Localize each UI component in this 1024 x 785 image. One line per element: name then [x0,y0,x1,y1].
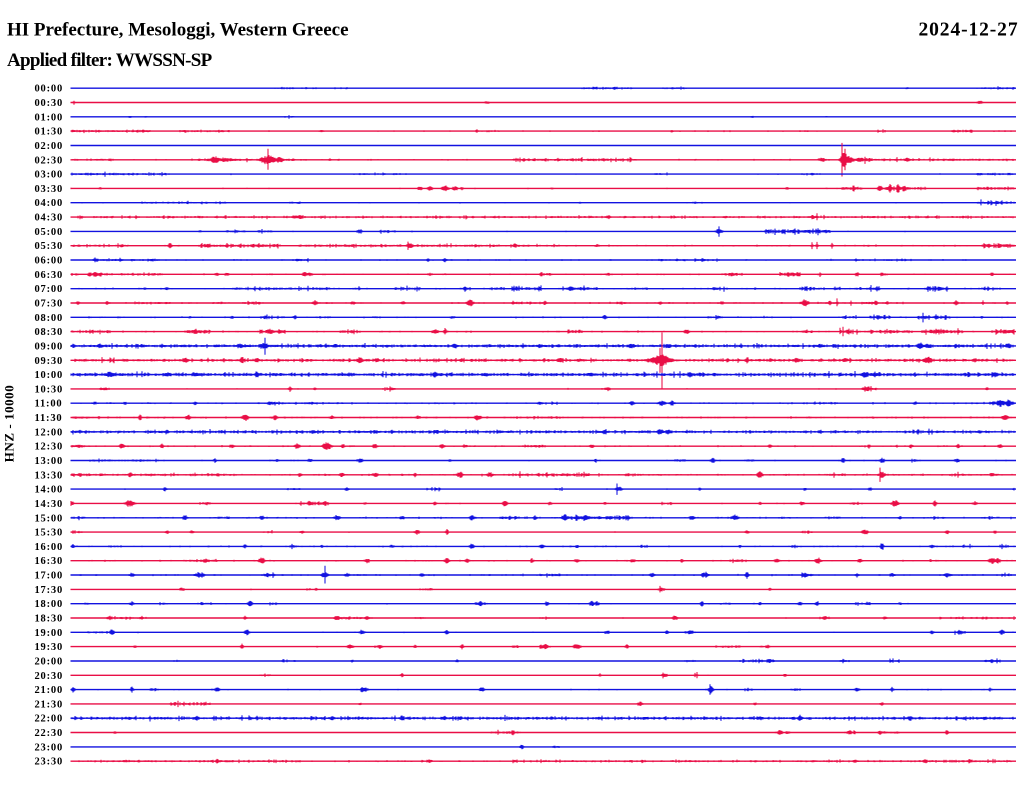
svg-text:16:30: 16:30 [35,556,64,567]
svg-text:02:00: 02:00 [35,141,64,152]
svg-text:07:30: 07:30 [35,299,64,310]
svg-text:11:00: 11:00 [35,399,63,410]
svg-text:19:30: 19:30 [35,642,64,653]
svg-text:21:30: 21:30 [35,699,64,710]
svg-text:12:00: 12:00 [35,427,64,438]
svg-text:04:30: 04:30 [35,213,64,224]
svg-text:23:30: 23:30 [35,757,64,768]
svg-text:13:00: 13:00 [35,456,64,467]
svg-text:10:00: 10:00 [35,370,64,381]
svg-text:14:00: 14:00 [35,485,64,496]
svg-text:05:30: 05:30 [35,241,64,252]
svg-text:14:30: 14:30 [35,499,64,510]
svg-text:09:00: 09:00 [35,341,64,352]
svg-text:08:30: 08:30 [35,327,64,338]
svg-text:15:00: 15:00 [35,513,64,524]
svg-text:09:30: 09:30 [35,356,64,367]
svg-text:05:00: 05:00 [35,227,64,238]
svg-text:20:00: 20:00 [35,657,64,668]
svg-text:01:00: 01:00 [35,112,64,123]
svg-text:20:30: 20:30 [35,671,64,682]
svg-text:07:00: 07:00 [35,284,64,295]
svg-text:06:00: 06:00 [35,256,64,267]
svg-text:03:30: 03:30 [35,184,64,195]
svg-text:02:30: 02:30 [35,155,64,166]
svg-text:18:00: 18:00 [35,599,64,610]
svg-text:00:00: 00:00 [35,84,64,95]
svg-text:21:00: 21:00 [35,685,64,696]
svg-text:16:00: 16:00 [35,542,64,553]
svg-text:17:30: 17:30 [35,585,64,596]
svg-text:22:30: 22:30 [35,728,64,739]
svg-text:00:30: 00:30 [35,98,64,109]
svg-text:Applied filter: WWSSN-SP: Applied filter: WWSSN-SP [7,50,213,71]
svg-text:2024-12-27: 2024-12-27 [919,20,1019,41]
svg-text:04:00: 04:00 [35,198,64,209]
svg-text:18:30: 18:30 [35,614,64,625]
svg-text:06:30: 06:30 [35,270,64,281]
svg-text:10:30: 10:30 [35,384,64,395]
svg-text:HNZ - 10000: HNZ - 10000 [2,385,17,463]
svg-text:15:30: 15:30 [35,528,64,539]
svg-text:17:00: 17:00 [35,571,64,582]
svg-text:11:30: 11:30 [35,413,63,424]
svg-text:08:00: 08:00 [35,313,64,324]
svg-text:19:00: 19:00 [35,628,64,639]
svg-text:13:30: 13:30 [35,470,64,481]
svg-text:12:30: 12:30 [35,442,64,453]
svg-text:03:00: 03:00 [35,170,64,181]
svg-text:01:30: 01:30 [35,127,64,138]
svg-text:HI Prefecture, Mesologgi, West: HI Prefecture, Mesologgi, Western Greece [7,20,349,41]
svg-text:23:00: 23:00 [35,742,64,753]
svg-text:22:00: 22:00 [35,714,64,725]
